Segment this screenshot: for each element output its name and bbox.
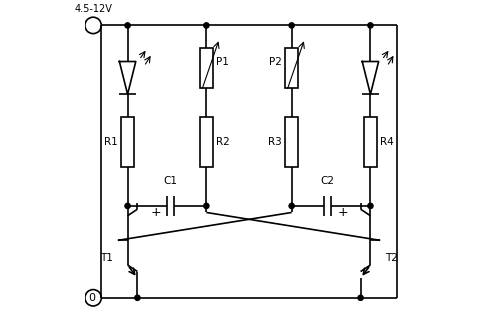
Text: R2: R2 <box>216 137 230 147</box>
Text: P1: P1 <box>216 56 229 66</box>
Text: +: + <box>337 206 348 219</box>
Circle shape <box>204 23 209 28</box>
Text: +: + <box>150 206 161 219</box>
Circle shape <box>289 23 294 28</box>
Circle shape <box>289 203 294 208</box>
Text: R1: R1 <box>104 137 118 147</box>
Text: R4: R4 <box>380 137 394 147</box>
Circle shape <box>368 203 373 208</box>
Bar <box>121 117 134 167</box>
Circle shape <box>125 23 130 28</box>
Circle shape <box>125 203 130 208</box>
Text: 4.5-12V: 4.5-12V <box>74 4 112 14</box>
Circle shape <box>368 23 373 28</box>
Circle shape <box>358 295 363 300</box>
Circle shape <box>204 203 209 208</box>
Text: C1: C1 <box>163 176 177 186</box>
Text: P2: P2 <box>269 56 282 66</box>
Bar <box>200 48 213 88</box>
Text: R3: R3 <box>268 137 282 147</box>
Bar <box>285 117 298 167</box>
Bar <box>200 117 213 167</box>
Text: T2: T2 <box>385 253 398 263</box>
Bar <box>364 117 377 167</box>
Text: C2: C2 <box>321 176 335 186</box>
Text: 0: 0 <box>88 293 95 303</box>
Text: T1: T1 <box>100 253 113 263</box>
Circle shape <box>135 295 140 300</box>
Bar <box>285 48 298 88</box>
